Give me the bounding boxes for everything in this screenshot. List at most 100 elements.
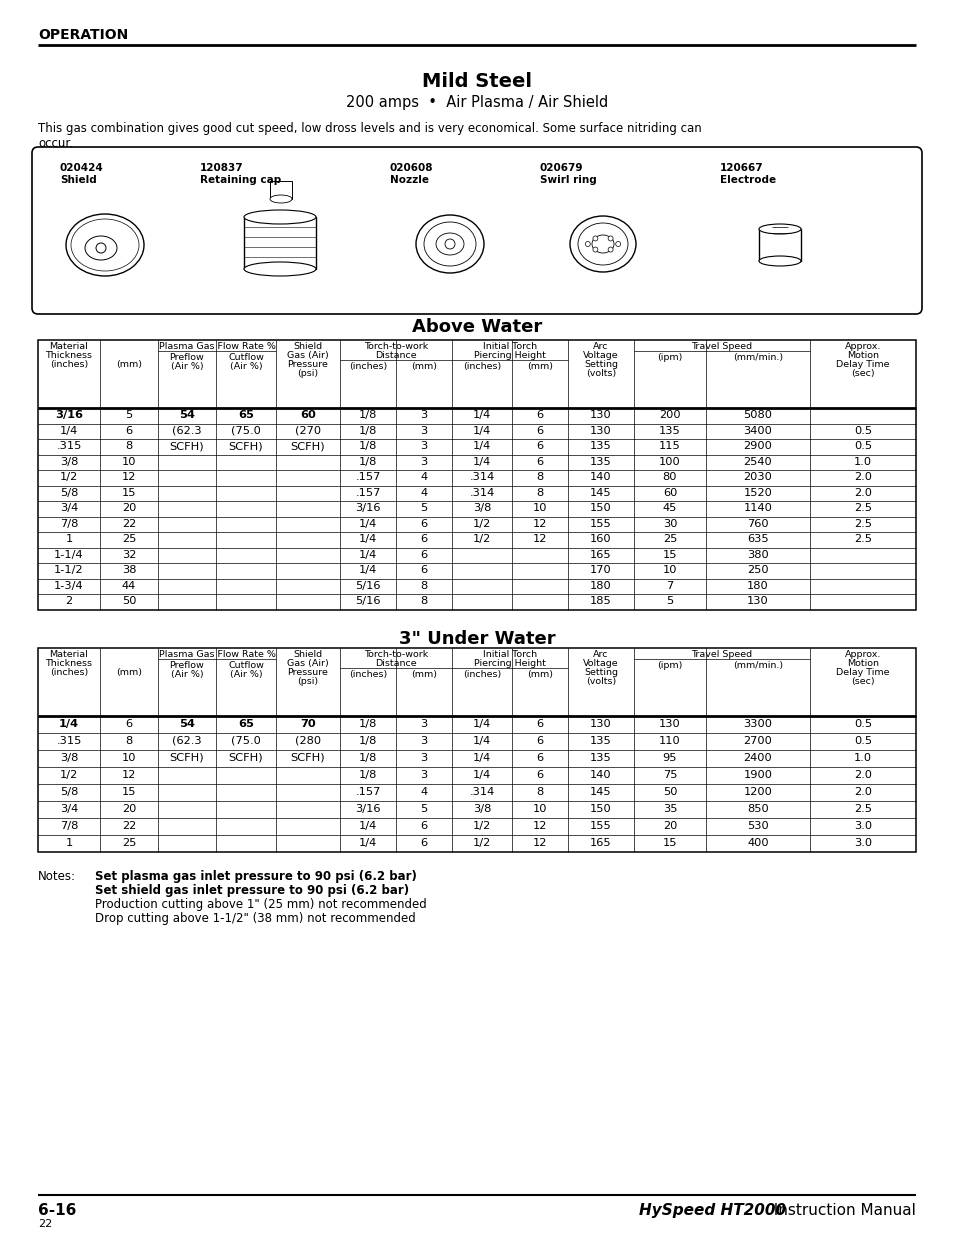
Text: .314: .314 (469, 472, 494, 483)
Text: Instruction Manual: Instruction Manual (763, 1203, 915, 1218)
Text: Shield: Shield (294, 342, 322, 351)
Text: 6-16: 6-16 (38, 1203, 76, 1218)
Text: Motion: Motion (846, 659, 878, 668)
Text: Set plasma gas inlet pressure to 90 psi (6.2 bar): Set plasma gas inlet pressure to 90 psi … (95, 869, 416, 883)
Text: 5/8: 5/8 (60, 787, 78, 797)
Text: 3: 3 (420, 719, 427, 729)
Text: 7/8: 7/8 (60, 519, 78, 529)
Text: 44: 44 (122, 580, 136, 590)
Text: 1/4: 1/4 (59, 719, 79, 729)
Text: 6: 6 (536, 719, 543, 729)
Text: 130: 130 (659, 719, 680, 729)
Text: 8: 8 (536, 787, 543, 797)
Text: Drop cutting above 1-1/2" (38 mm) not recommended: Drop cutting above 1-1/2" (38 mm) not re… (95, 911, 416, 925)
Text: 3/8: 3/8 (60, 752, 78, 762)
Text: Preflow: Preflow (170, 661, 204, 671)
Text: 130: 130 (590, 410, 611, 420)
Text: 1/8: 1/8 (358, 410, 376, 420)
Text: 1/4: 1/4 (473, 441, 491, 451)
Text: 6: 6 (536, 752, 543, 762)
Text: 12: 12 (122, 472, 136, 483)
Text: Plasma Gas Flow Rate %: Plasma Gas Flow Rate % (158, 650, 275, 659)
Text: .315: .315 (56, 441, 82, 451)
Text: 1/4: 1/4 (473, 410, 491, 420)
Text: Motion: Motion (846, 351, 878, 359)
Text: 130: 130 (590, 426, 611, 436)
Text: Travel Speed: Travel Speed (691, 342, 752, 351)
Text: This gas combination gives good cut speed, low dross levels and is very economic: This gas combination gives good cut spee… (38, 122, 701, 135)
Text: (Air %): (Air %) (171, 671, 203, 679)
Text: 6: 6 (536, 426, 543, 436)
Text: (Air %): (Air %) (171, 362, 203, 370)
Text: 38: 38 (122, 566, 136, 576)
Text: 6: 6 (536, 457, 543, 467)
Text: 6: 6 (125, 426, 132, 436)
Text: 22: 22 (38, 1219, 52, 1229)
Text: .314: .314 (469, 787, 494, 797)
Text: 115: 115 (659, 441, 680, 451)
Text: 20: 20 (122, 804, 136, 814)
Text: 2.5: 2.5 (853, 519, 871, 529)
Text: 3: 3 (420, 410, 427, 420)
Text: 1/4: 1/4 (473, 752, 491, 762)
Text: Thickness: Thickness (46, 659, 92, 668)
Bar (38, 648, 915, 852)
Text: 8: 8 (536, 488, 543, 498)
Text: Initial Torch: Initial Torch (482, 650, 537, 659)
Text: 4: 4 (420, 488, 427, 498)
Text: 0.5: 0.5 (853, 736, 871, 746)
Text: 1/2: 1/2 (473, 519, 491, 529)
Text: 15: 15 (662, 837, 677, 847)
Text: Preflow: Preflow (170, 353, 204, 362)
Text: Gas (Air): Gas (Air) (287, 659, 329, 668)
Text: Thickness: Thickness (46, 351, 92, 359)
Text: 130: 130 (746, 597, 768, 606)
Text: 6: 6 (420, 535, 427, 545)
Text: 120667: 120667 (720, 163, 762, 173)
Text: 3/16: 3/16 (55, 410, 83, 420)
Text: 22: 22 (122, 820, 136, 831)
Text: 2030: 2030 (742, 472, 772, 483)
Text: 3/16: 3/16 (355, 504, 380, 514)
Text: Mild Steel: Mild Steel (421, 72, 532, 91)
Text: SCFH): SCFH) (229, 752, 263, 762)
Text: 35: 35 (662, 804, 677, 814)
Text: (mm): (mm) (116, 359, 142, 369)
Text: (inches): (inches) (50, 668, 88, 677)
Text: 1: 1 (66, 837, 72, 847)
Ellipse shape (71, 219, 139, 270)
Text: 6: 6 (420, 837, 427, 847)
Text: 2.0: 2.0 (853, 787, 871, 797)
Text: 850: 850 (746, 804, 768, 814)
Circle shape (592, 247, 598, 252)
Text: 020608: 020608 (390, 163, 433, 173)
Text: 10: 10 (532, 804, 547, 814)
Text: OPERATION: OPERATION (38, 28, 128, 42)
Text: 5/8: 5/8 (60, 488, 78, 498)
Text: 4: 4 (420, 472, 427, 483)
Text: 50: 50 (122, 597, 136, 606)
Text: (75.0: (75.0 (231, 426, 261, 436)
Text: 6: 6 (420, 566, 427, 576)
Text: (ipm): (ipm) (657, 661, 682, 671)
Text: (volts): (volts) (585, 369, 616, 378)
Text: 5: 5 (420, 504, 427, 514)
Text: (inches): (inches) (349, 671, 387, 679)
Text: (280: (280 (294, 736, 321, 746)
Text: 10: 10 (532, 504, 547, 514)
Text: Setting: Setting (583, 359, 618, 369)
Text: 1-1/2: 1-1/2 (54, 566, 84, 576)
Text: 6: 6 (536, 441, 543, 451)
Circle shape (607, 247, 613, 252)
Text: Voltage: Voltage (582, 351, 618, 359)
Text: 135: 135 (659, 426, 680, 436)
Text: 2900: 2900 (742, 441, 772, 451)
Text: 1/8: 1/8 (358, 736, 376, 746)
Text: 3/16: 3/16 (355, 804, 380, 814)
Ellipse shape (578, 224, 627, 266)
Text: 22: 22 (122, 519, 136, 529)
Text: 1/4: 1/4 (358, 820, 376, 831)
Text: (inches): (inches) (462, 671, 500, 679)
Ellipse shape (244, 210, 315, 224)
Text: (mm): (mm) (526, 671, 553, 679)
